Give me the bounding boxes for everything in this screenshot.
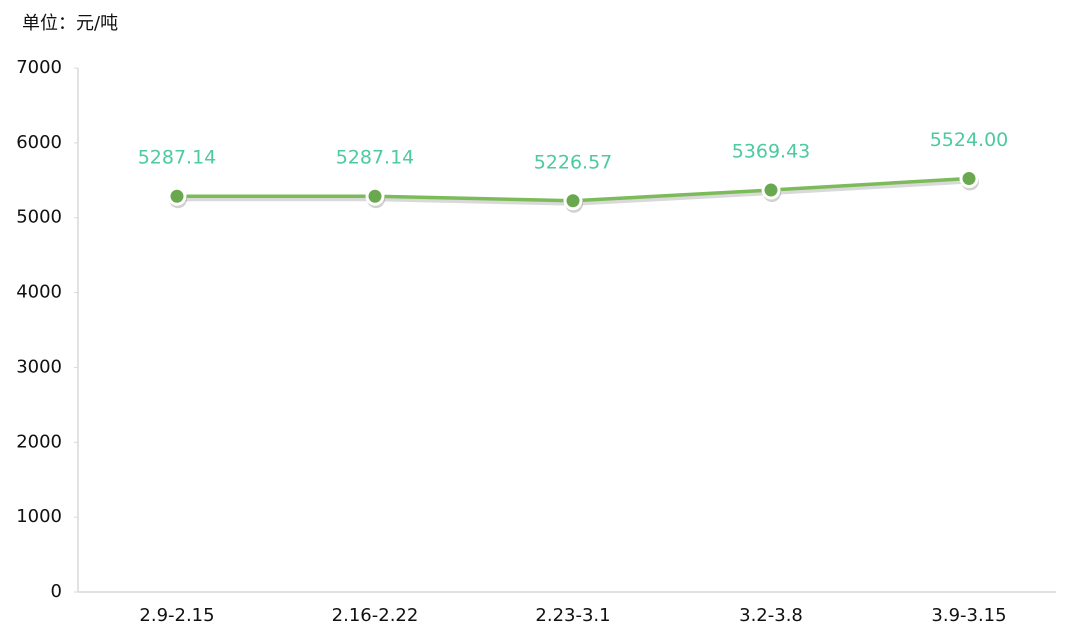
value-label: 5287.14 <box>336 147 415 169</box>
y-tick-label: 5000 <box>16 207 62 228</box>
x-tick-label: 2.9-2.15 <box>139 605 214 626</box>
x-tick-label: 3.2-3.8 <box>739 605 803 626</box>
x-tick-label: 3.9-3.15 <box>931 605 1006 626</box>
value-label: 5524.00 <box>930 129 1009 151</box>
value-label: 5287.14 <box>138 147 217 169</box>
y-tick-label: 6000 <box>16 132 62 153</box>
value-label: 5226.57 <box>534 151 613 173</box>
y-tick-label: 2000 <box>16 431 62 452</box>
marker <box>167 186 187 206</box>
marker <box>365 186 385 206</box>
value-label: 5369.43 <box>732 141 811 163</box>
x-tick-label: 2.23-3.1 <box>535 605 610 626</box>
marker <box>761 180 781 200</box>
x-tick-label: 2.16-2.22 <box>332 605 419 626</box>
y-axis-label: 单位：元/吨 <box>22 13 118 34</box>
marker <box>959 168 979 188</box>
y-tick-label: 4000 <box>16 282 62 303</box>
y-tick-label: 7000 <box>16 57 62 78</box>
marker <box>563 191 583 211</box>
y-tick-label: 0 <box>51 581 62 602</box>
y-tick-label: 1000 <box>16 506 62 527</box>
y-tick-label: 3000 <box>16 356 62 377</box>
